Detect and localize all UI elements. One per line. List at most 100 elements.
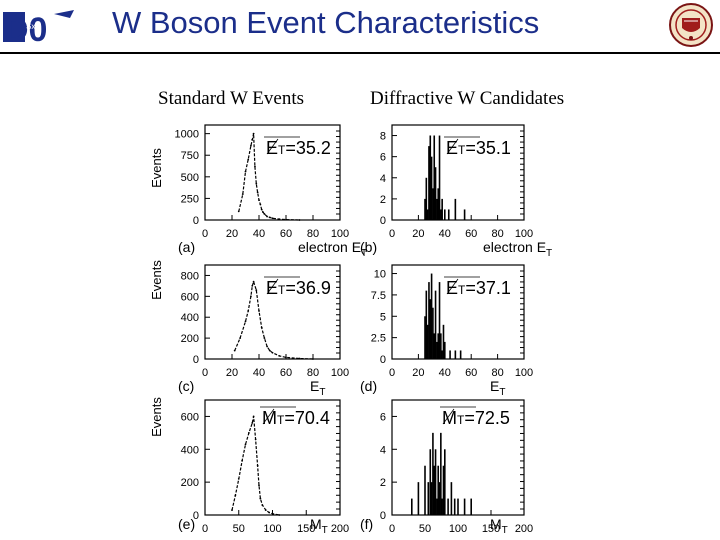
data-point: [247, 158, 250, 161]
annotation-symbol: M: [262, 408, 277, 428]
annotation-slash: [266, 278, 279, 295]
data-point: [260, 208, 263, 211]
x-axis-label-main: E: [490, 378, 499, 394]
column-title-standard: Standard W Events: [158, 88, 304, 109]
data-point: [271, 512, 274, 515]
annotation-value: =35.2: [285, 138, 331, 158]
annotation-value: =37.1: [465, 278, 511, 298]
x-axis-label-sub: T: [499, 387, 505, 398]
data-point: [254, 438, 257, 441]
y-tick-label: 4: [380, 173, 386, 185]
y-tick-label: 600: [181, 291, 199, 303]
logo-block: [3, 12, 25, 42]
data-point: [285, 218, 287, 221]
x-tick-label: 20: [412, 367, 424, 379]
x-tick-label: 50: [233, 523, 245, 535]
y-tick-label: 2.5: [371, 333, 386, 345]
plot-frame: [204, 264, 341, 360]
x-axis-label: MT: [310, 516, 328, 536]
annotation-label: ET=36.9: [266, 278, 331, 298]
data-point: [252, 132, 255, 135]
x-tick-label: 0: [202, 367, 208, 379]
data-point: [262, 211, 264, 214]
panel-label: (a): [178, 239, 195, 255]
y-tick-label: 1000: [175, 129, 199, 141]
data-point: [244, 320, 247, 323]
annotation-value: =36.9: [285, 278, 331, 298]
d0-logo: D0 Sx: [3, 10, 74, 46]
x-tick-label: 40: [439, 228, 451, 240]
y-tick-label: 7.5: [371, 290, 386, 302]
column-title-diffractive: Diffractive W Candidates: [370, 88, 565, 109]
data-point: [241, 459, 244, 462]
annotation-value: =70.4: [284, 408, 330, 428]
y-tick-label: 200: [181, 477, 199, 489]
y-tick-label: 10: [374, 269, 386, 281]
y-tick-label: 0: [193, 510, 199, 522]
data-point: [266, 215, 268, 218]
x-tick-label: 0: [202, 228, 208, 240]
data-point: [285, 356, 287, 359]
data-point: [255, 289, 258, 291]
x-tick-label: 100: [263, 523, 281, 535]
data-point: [312, 358, 314, 360]
series-line: [231, 416, 280, 516]
x-axis-label-main: M: [310, 516, 322, 532]
data-point: [241, 193, 244, 195]
data-point: [234, 494, 237, 497]
x-tick-label: 150: [482, 523, 500, 535]
data-point: [278, 514, 281, 516]
data-point: [254, 165, 256, 168]
x-tick-label: 0: [389, 523, 395, 535]
y-tick-label: 250: [181, 193, 199, 205]
x-axis-label-main: electron E: [298, 239, 361, 255]
x-tick-label: 200: [515, 523, 533, 535]
annotation-subscript: T: [277, 413, 285, 427]
data-point: [278, 354, 281, 357]
x-tick-label: 200: [331, 523, 349, 535]
annotation-label: ET=35.1: [446, 138, 511, 158]
y-tick-label: 400: [181, 312, 199, 324]
data-point: [266, 345, 268, 348]
x-tick-label: 150: [297, 523, 315, 535]
data-point: [239, 337, 242, 340]
annotation-value: =72.5: [464, 408, 510, 428]
y-tick-label: 0: [380, 354, 386, 366]
data-point: [298, 357, 301, 360]
y-tick-label: 0: [380, 510, 386, 522]
x-tick-label: 80: [491, 228, 503, 240]
x-tick-label: 100: [331, 367, 349, 379]
panel-label: (d): [360, 378, 377, 394]
annotation-subscript: T: [278, 283, 286, 297]
x-tick-label: 50: [419, 523, 431, 535]
data-point: [250, 295, 252, 298]
data-point: [260, 326, 263, 329]
data-point: [247, 310, 250, 312]
data-point: [252, 415, 255, 418]
annotation-label: ET=35.2: [266, 138, 331, 158]
plot-frame: [204, 124, 341, 221]
data-point: [258, 199, 260, 202]
data-point: [256, 191, 259, 194]
data-point: [256, 464, 259, 467]
x-axis-label: MT: [490, 516, 508, 536]
x-axis-label: electron ET: [483, 239, 552, 259]
annotation-slash: [446, 138, 459, 155]
x-axis-label-sub: T: [502, 525, 508, 536]
x-tick-label: 100: [515, 228, 533, 240]
x-axis-label-sub: T: [361, 248, 367, 259]
x-tick-label: 20: [412, 228, 424, 240]
data-point: [268, 349, 271, 352]
x-tick-label: 0: [389, 367, 395, 379]
x-tick-label: 80: [491, 367, 503, 379]
x-tick-label: 100: [331, 228, 349, 240]
chart-panel-a: 0 250 500 750 1000 0 20 40 60 80 100 ET=35.2 (a) elec…: [175, 124, 367, 259]
logo-text: D0: [4, 11, 47, 46]
annotation-value: =35.1: [465, 138, 511, 158]
panel-label: (b): [360, 239, 377, 255]
y-tick-label: 400: [181, 444, 199, 456]
